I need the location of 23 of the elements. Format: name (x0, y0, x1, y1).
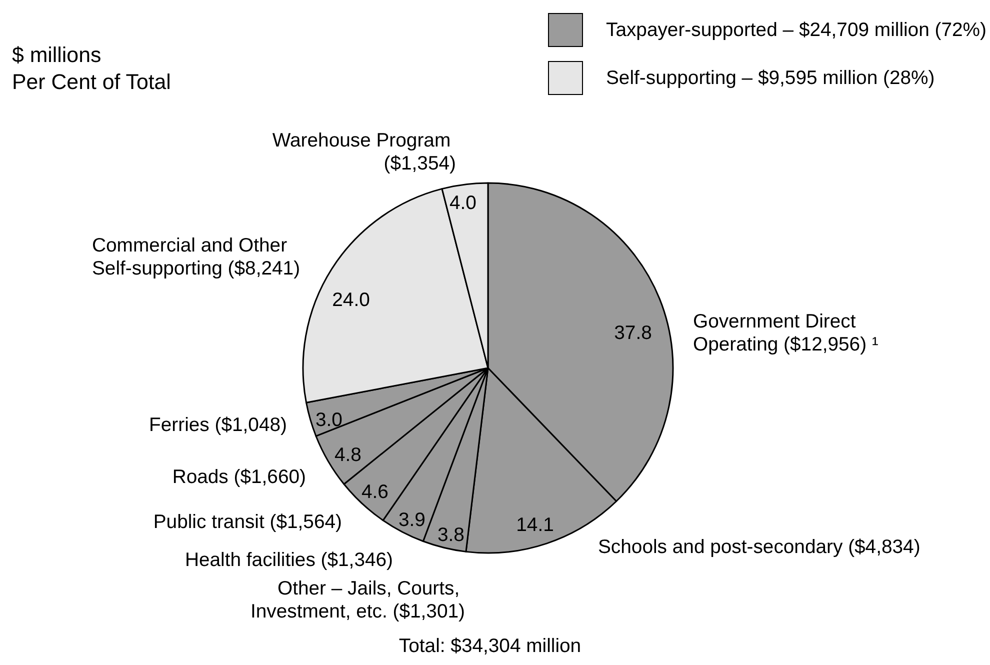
data-label: 4.6 (362, 481, 388, 503)
slice-label: Government Direct Operating ($12,956) ¹ (693, 310, 879, 356)
slice-label: Schools and post-secondary ($4,834) (598, 536, 920, 558)
data-label: 24.0 (332, 289, 370, 311)
slice-label: Other – Jails, Courts, Investment, etc. ($1,301) (250, 578, 465, 622)
slice-label: Roads ($1,660) (172, 466, 306, 488)
slice-label: Warehouse Program ($1,354) (272, 130, 456, 174)
slice-label: Health facilities ($1,346) (184, 549, 393, 571)
slice-label: Public transit ($1,564) (153, 511, 342, 533)
slice-label: Commercial and Other Self-supporting ($8,241) (92, 234, 300, 280)
text: Per Cent of Total (12, 70, 171, 94)
data-label: 3.0 (316, 409, 343, 431)
text: Taxpayer-supported – $24,709 million (72%) (606, 18, 986, 42)
data-label: 14.1 (516, 514, 554, 536)
data-label: 3.9 (398, 509, 426, 531)
slice-label: Ferries ($1,048) (149, 414, 287, 436)
text: $ millions (12, 43, 102, 67)
data-label: 4.0 (450, 192, 477, 214)
data-label: 4.8 (334, 444, 362, 466)
text: Total: $34,304 million (398, 635, 582, 657)
data-label: 3.8 (438, 524, 464, 546)
data-label: 37.8 (614, 322, 652, 344)
text: Self-supporting – $9,595 million (28%) (606, 66, 935, 90)
